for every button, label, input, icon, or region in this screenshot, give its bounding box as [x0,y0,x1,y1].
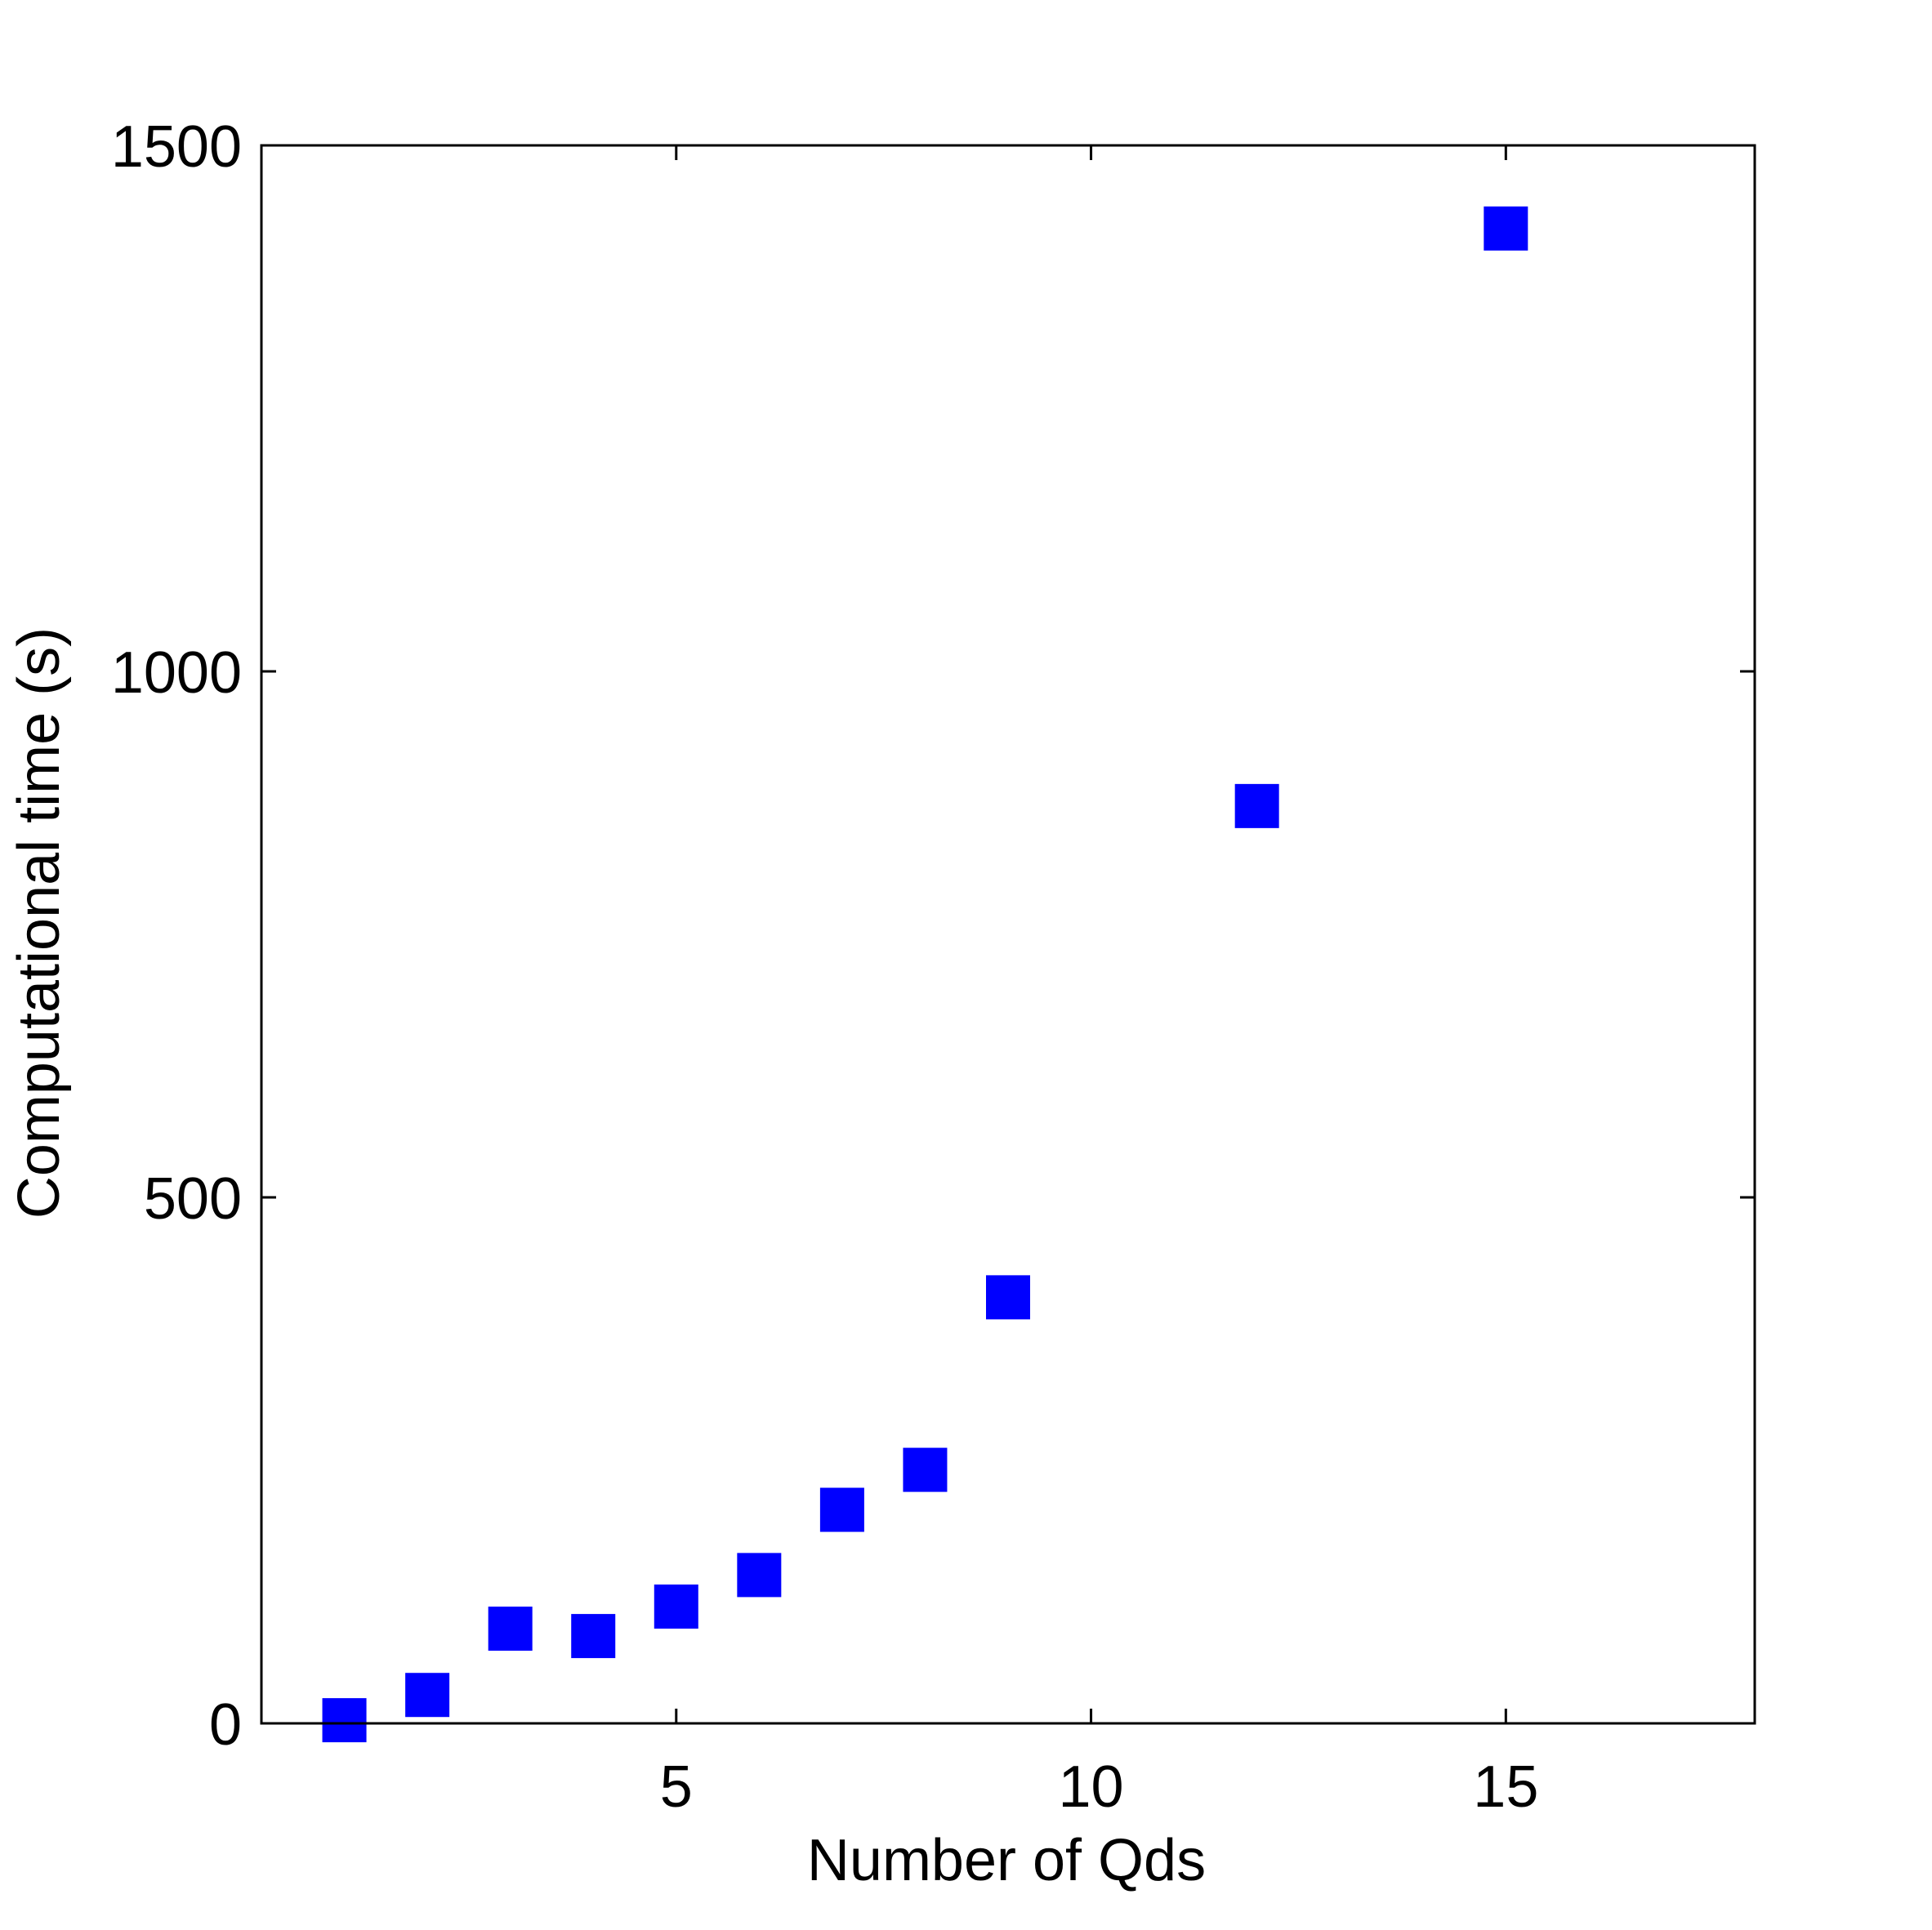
y-tick-label: 0 [209,1692,242,1758]
x-axis-label: Number of Qds [807,1828,1206,1893]
data-point [986,1275,1030,1320]
data-point [571,1614,616,1659]
y-tick-label: 1000 [111,640,242,706]
data-point [405,1673,450,1718]
y-tick-label: 1500 [111,114,242,180]
data-point [1484,206,1528,251]
plot-area-frame [260,144,1756,1725]
data-point [903,1447,948,1492]
x-tick-label: 15 [1473,1754,1538,1820]
data-point [819,1487,864,1532]
x-tick-label: 5 [660,1754,693,1820]
data-point [322,1698,367,1743]
data-point [654,1585,698,1629]
data-points [322,206,1528,1743]
x-tick-label: 10 [1059,1754,1124,1820]
data-point [488,1607,533,1651]
tick-labels: 5 10 15 0 500 1000 1500 [111,114,1539,1820]
y-tick-label: 500 [144,1166,242,1232]
data-point [1234,783,1279,828]
y-axis-label: Computational time (s) [7,627,72,1219]
data-point [737,1553,782,1598]
